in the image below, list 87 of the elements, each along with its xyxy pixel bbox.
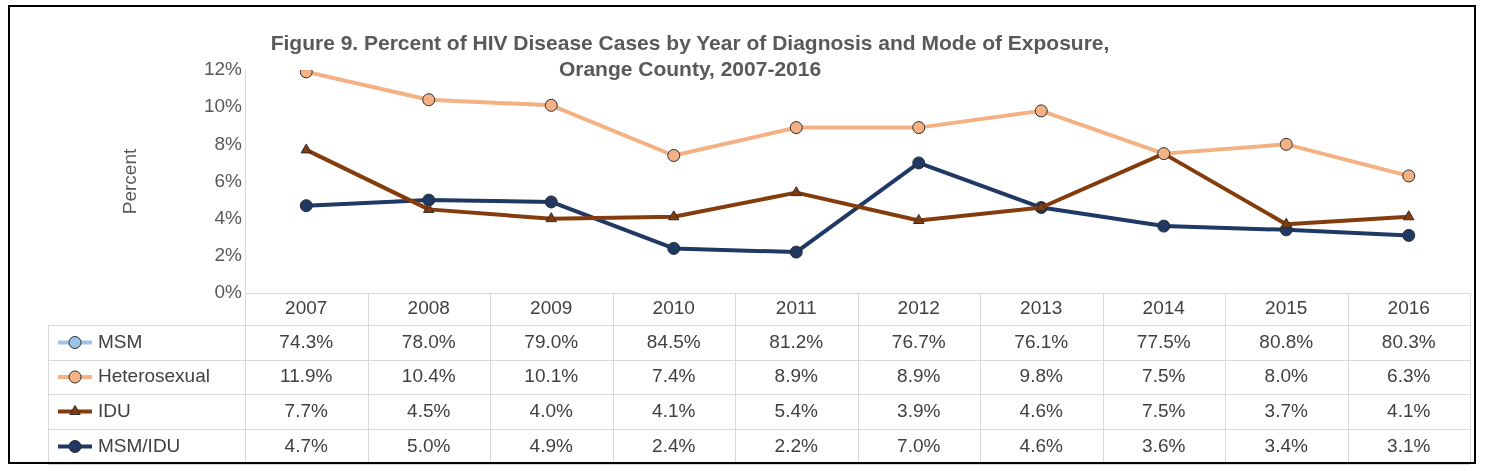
data-label: 2.2% xyxy=(774,434,819,456)
data-label: 5.4% xyxy=(774,399,819,421)
point xyxy=(667,241,681,255)
data-label: 3.4% xyxy=(1264,434,1309,456)
data-label: 4.6% xyxy=(1019,434,1064,456)
data-label: 4.5% xyxy=(407,399,451,421)
data-label: 7.0% xyxy=(897,434,941,456)
data-label: 4.7% xyxy=(284,434,329,456)
point xyxy=(1403,210,1415,221)
x-tick-label: 2009 xyxy=(530,297,573,319)
data-label: 10.4% xyxy=(401,365,456,387)
point xyxy=(544,98,558,112)
point xyxy=(545,212,557,223)
data-label: 5.0% xyxy=(407,434,451,456)
point xyxy=(1402,228,1416,242)
data-label: 11.9% xyxy=(280,365,333,387)
y-tick-label: 6% xyxy=(214,169,243,191)
point xyxy=(1034,104,1048,118)
text: 78.0% xyxy=(401,330,456,352)
data-label: 3.6% xyxy=(1142,434,1186,456)
data-label: 3.9% xyxy=(897,399,941,421)
point xyxy=(299,199,313,213)
data-label: 8.0% xyxy=(1264,365,1309,387)
data-label: 6.3% xyxy=(1387,365,1431,387)
x-tick-label: 2016 xyxy=(1387,297,1430,319)
y-axis-title: Percent xyxy=(118,148,140,215)
text: 80.8% xyxy=(1259,330,1314,352)
data-label: 8.9% xyxy=(897,365,941,387)
point xyxy=(789,245,803,259)
x-tick-label: 2015 xyxy=(1265,297,1308,319)
y-tick-label: 12% xyxy=(203,58,243,80)
point xyxy=(544,195,558,209)
point xyxy=(1279,137,1293,151)
legend-label: MSM xyxy=(98,330,143,352)
y-tick-label: 2% xyxy=(214,244,243,266)
text: 76.1% xyxy=(1014,330,1069,352)
data-label: 7.7% xyxy=(284,399,329,421)
text: 76.7% xyxy=(891,330,946,352)
data-label: 4.6% xyxy=(1019,399,1064,421)
legend-label: IDU xyxy=(98,399,131,421)
x-tick-label: 2010 xyxy=(652,297,695,319)
x-tick-label: 2011 xyxy=(775,297,817,319)
x-tick-label: 2012 xyxy=(897,297,940,319)
data-label: 4.1% xyxy=(1387,399,1431,421)
chart-title: Figure 9. Percent of HIV Disease Cases by Year of Diagnosis and Mode of Exposure, Orange County, 2007-2016 xyxy=(270,30,1110,80)
point xyxy=(1157,219,1171,233)
data-label: 3.1% xyxy=(1387,434,1431,456)
y-tick-label: 4% xyxy=(214,206,243,228)
x-tick-label: 2013 xyxy=(1020,297,1063,319)
x-tick-label: 2008 xyxy=(407,297,450,319)
point xyxy=(1402,169,1416,183)
data-label: 4.1% xyxy=(652,399,696,421)
data-label: 2.4% xyxy=(652,434,696,456)
legend-label: Heterosexual xyxy=(98,365,210,387)
text: 81.2% xyxy=(769,330,824,352)
text: 77.5% xyxy=(1136,330,1191,352)
point xyxy=(790,186,802,197)
x-tick-label: 2014 xyxy=(1142,297,1186,319)
text: 79.0% xyxy=(524,330,579,352)
point xyxy=(300,143,312,154)
data-label: 4.9% xyxy=(529,434,574,456)
y-tick-label: 8% xyxy=(214,132,243,154)
point xyxy=(667,148,681,162)
data-label: 7.4% xyxy=(652,365,696,387)
legend-label: MSM/IDU xyxy=(98,434,181,456)
point xyxy=(423,202,435,213)
data-label: 7.5% xyxy=(1142,365,1186,387)
data-label: 3.7% xyxy=(1264,399,1309,421)
y-tick-label: 0% xyxy=(214,281,243,303)
data-label: 8.9% xyxy=(774,365,819,387)
data-label: 4.0% xyxy=(529,399,574,421)
point xyxy=(789,121,803,135)
data-label: 10.1% xyxy=(524,365,579,387)
text: 84.5% xyxy=(646,330,701,352)
text: 74.3% xyxy=(279,330,334,352)
data-label: 7.5% xyxy=(1142,399,1186,421)
data-label: 9.8% xyxy=(1019,365,1064,387)
point xyxy=(913,214,925,225)
point xyxy=(912,156,926,170)
point xyxy=(422,193,436,207)
point xyxy=(668,210,680,221)
text: 80.3% xyxy=(1381,330,1436,352)
x-tick-label: 2007 xyxy=(285,297,328,319)
point xyxy=(1280,217,1292,228)
point xyxy=(422,93,436,107)
point xyxy=(912,121,926,135)
y-tick-label: 10% xyxy=(203,95,243,117)
